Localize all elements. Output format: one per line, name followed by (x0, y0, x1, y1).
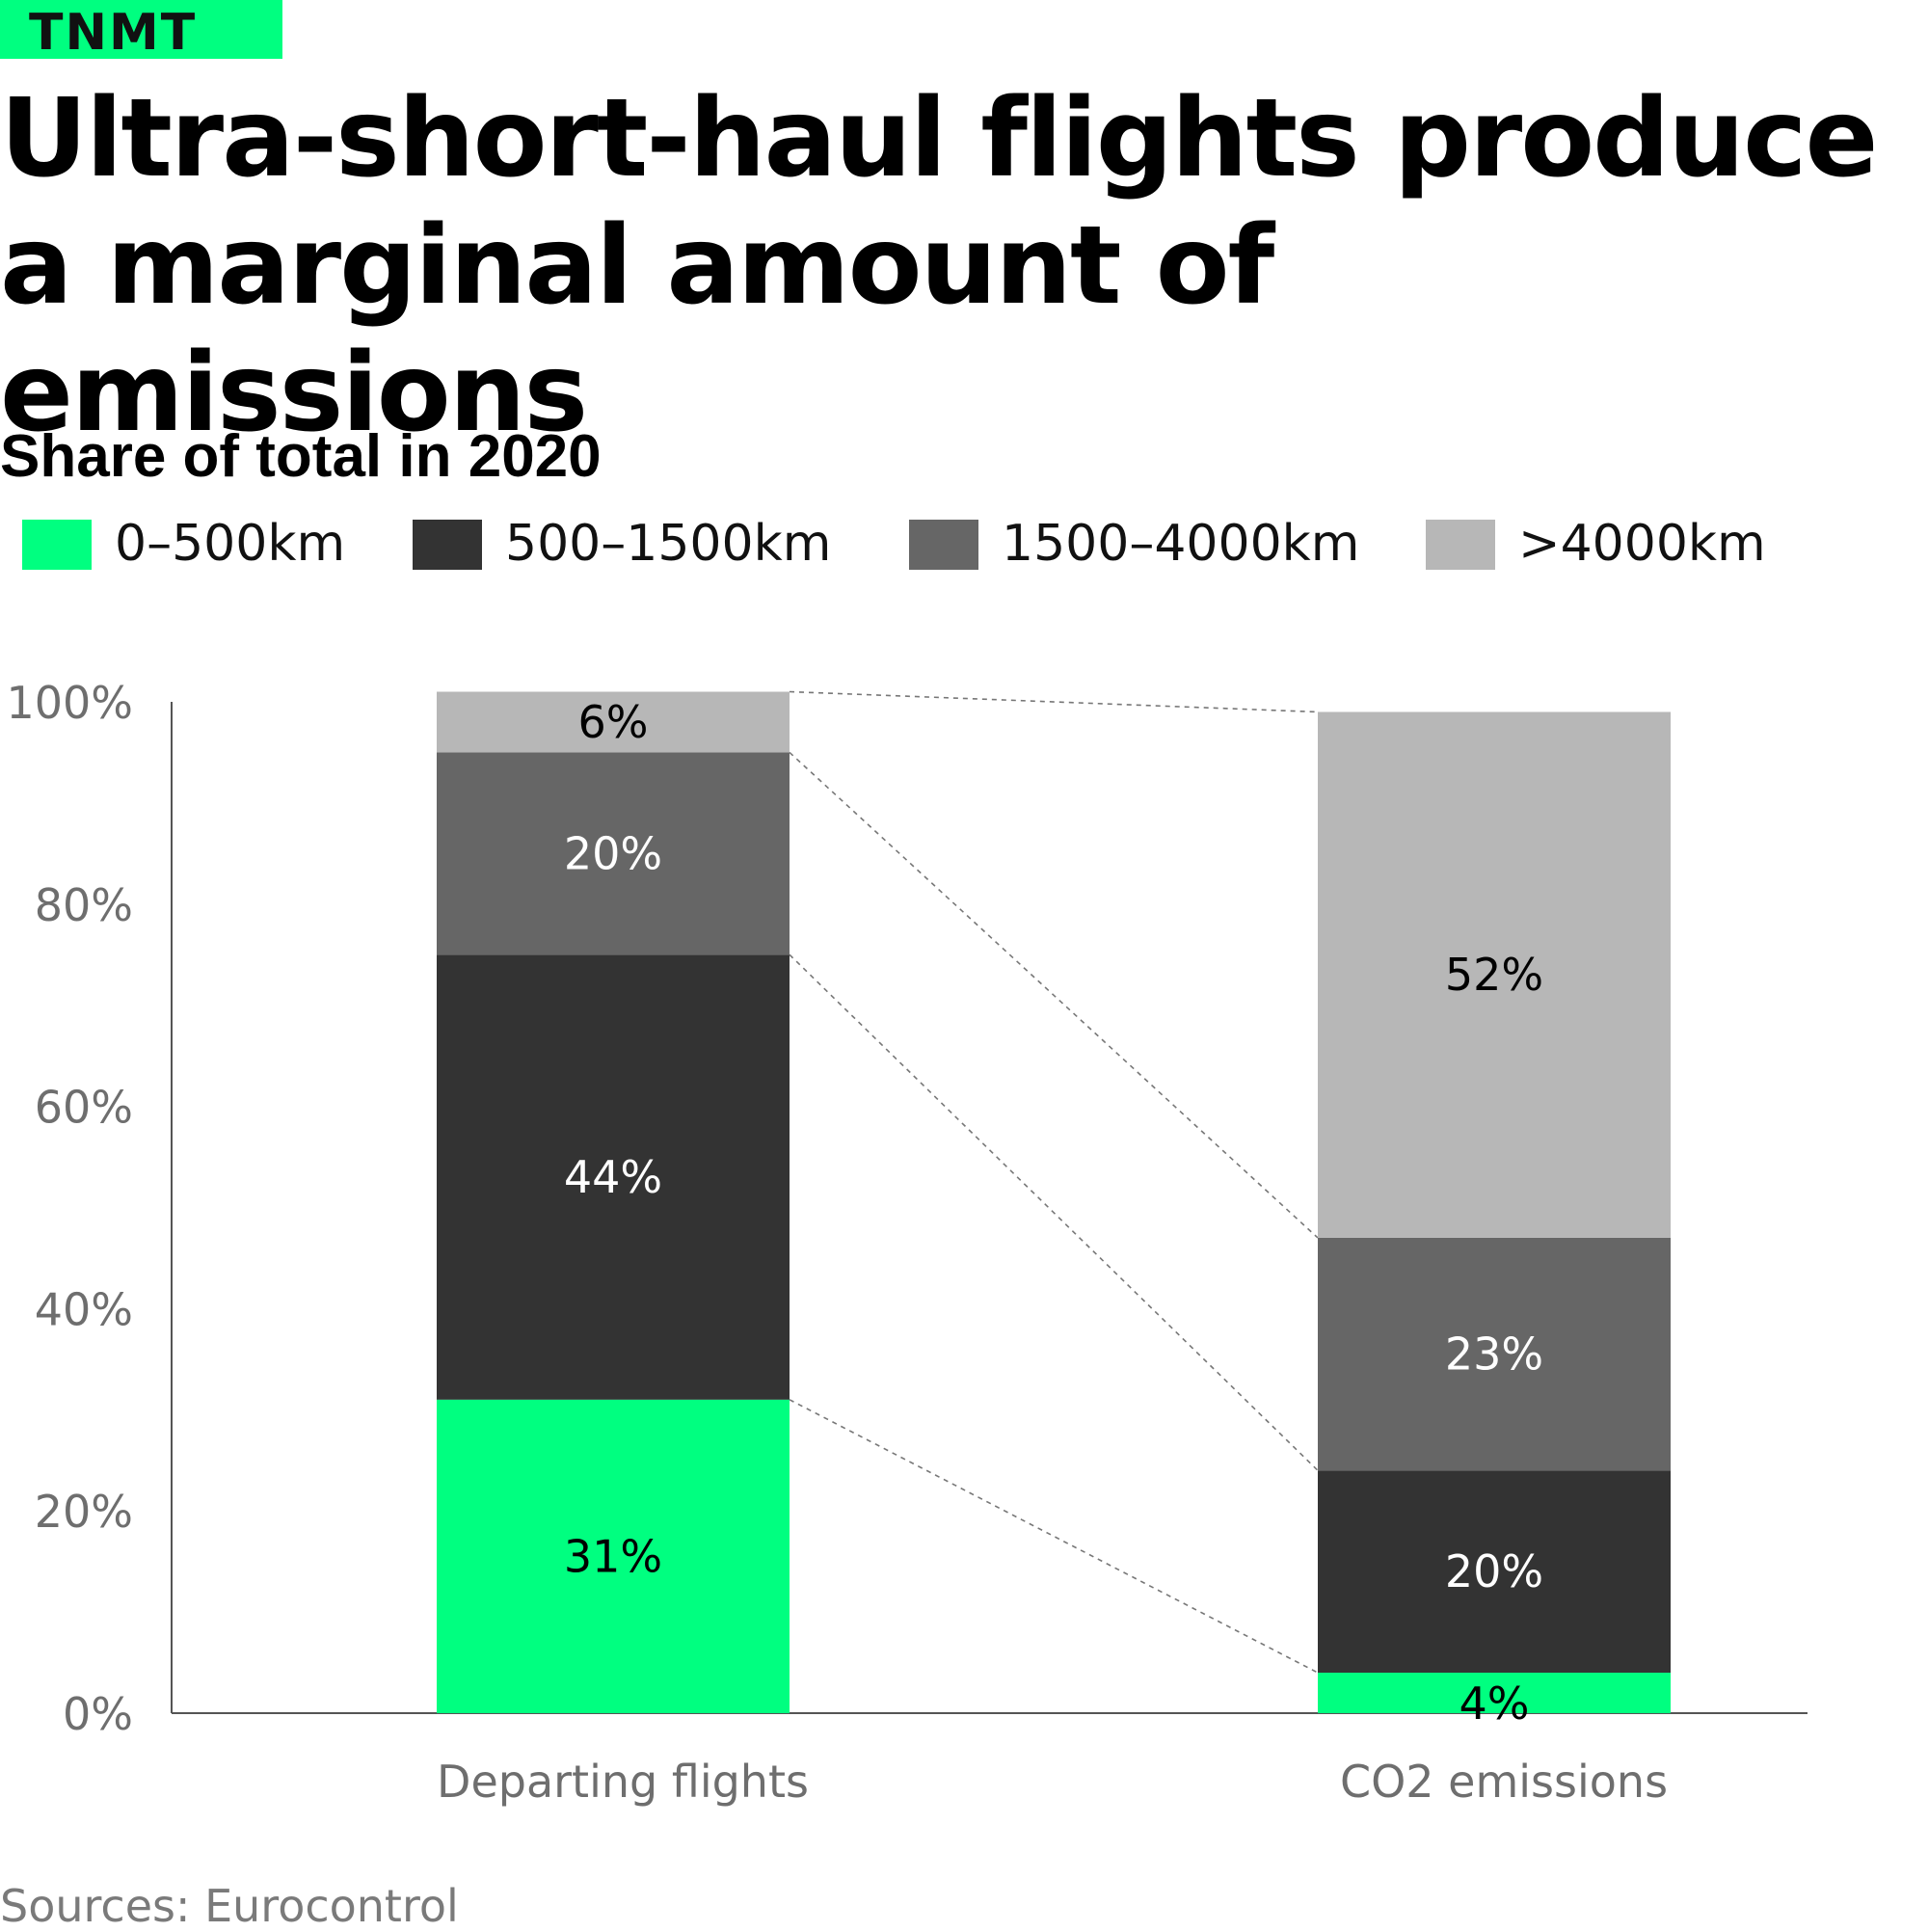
connector-line-0-500km (789, 1399, 1319, 1674)
brand-logo: TNMT (0, 0, 282, 62)
legend-label-over-4000km: >4000km (1518, 515, 1766, 573)
data-label-co2-emissions-0-500km: 4% (1459, 1677, 1530, 1730)
connector-line-1500-4000km (789, 751, 1319, 1239)
x-category-label-co2-emissions: CO2 emissions (1340, 1756, 1668, 1808)
bar-segment-departing-flights-500-1500km (437, 954, 790, 1400)
data-label-co2-emissions-1500-4000km: 23% (1445, 1328, 1543, 1381)
legend-swatch-over-4000km (1426, 520, 1495, 570)
y-tick-label: 80% (35, 879, 133, 931)
y-tick-label: 40% (35, 1283, 133, 1335)
bar-segment-departing-flights-4000km (437, 691, 790, 753)
y-tick-label: 0% (63, 1688, 133, 1740)
brand-logo-text: TNMT (29, 4, 198, 62)
chart-subtitle: Share of total in 2020 (0, 423, 602, 490)
legend-label-1500-4000km: 1500–4000km (1002, 515, 1360, 573)
y-tick-label: 20% (35, 1486, 133, 1538)
legend-swatch-0-500km (22, 520, 92, 570)
data-label-departing-flights-0-500km: 31% (564, 1530, 662, 1582)
chart-title: Ultra-short-haul flights produce a margi… (0, 76, 1878, 456)
legend-label-500-1500km: 500–1500km (505, 515, 832, 573)
bar-segment-departing-flights-0-500km (437, 1399, 790, 1713)
connector-line-500-1500km (789, 953, 1319, 1471)
x-category-label-departing-flights: Departing flights (437, 1756, 809, 1808)
legend: 0–500km 500–1500km 1500–4000km >4000km (0, 511, 1889, 578)
source-note: Sources: Eurocontrol (0, 1880, 459, 1932)
bar-segment-co2-emissions-4000km (1318, 711, 1671, 1238)
data-label-departing-flights-1500-4000km: 20% (564, 827, 662, 879)
legend-swatch-500-1500km (413, 520, 482, 570)
stacked-bar-chart: 0% 20% 40% 60% 80% 100% 31% 44% 20% 6% 4% 20% 23% 52%… (6, 677, 1808, 1808)
bar-segment-co2-emissions-500-1500km (1318, 1470, 1671, 1674)
data-label-departing-flights-500-1500km: 44% (564, 1151, 662, 1203)
connector-line-4000km (789, 690, 1319, 713)
y-tick-label: 100% (6, 677, 133, 729)
data-label-departing-flights-4000km: 6% (578, 696, 649, 748)
legend-label-0-500km: 0–500km (115, 515, 346, 573)
y-tick-label: 60% (35, 1082, 133, 1134)
bar-segment-departing-flights-1500-4000km (437, 752, 790, 955)
bar-segment-co2-emissions-0-500km (1318, 1673, 1671, 1713)
data-label-co2-emissions-500-1500km: 20% (1445, 1545, 1543, 1597)
data-label-co2-emissions-4000km: 52% (1445, 949, 1543, 1001)
legend-swatch-1500-4000km (909, 520, 978, 570)
bar-segment-co2-emissions-1500-4000km (1318, 1237, 1671, 1471)
